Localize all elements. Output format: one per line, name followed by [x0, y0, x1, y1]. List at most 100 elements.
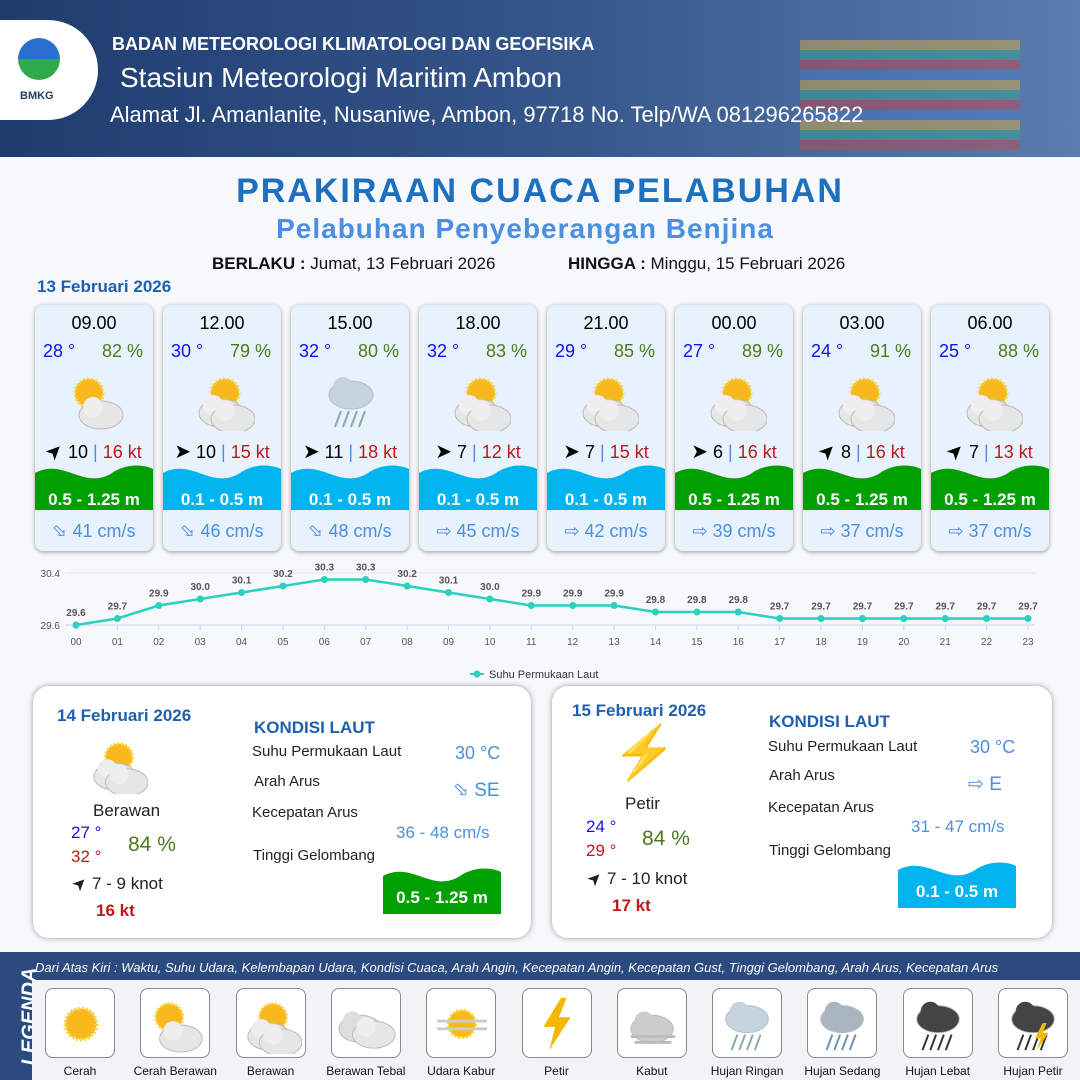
data-label: 29.7 [853, 602, 873, 613]
data-point[interactable] [155, 602, 163, 609]
dir-value: ⇨ E [968, 774, 1002, 795]
hujan-sedang-icon [807, 988, 878, 1058]
data-label: 29.9 [563, 589, 583, 600]
data-point[interactable] [610, 602, 618, 609]
berawan-icon [449, 369, 512, 434]
cerah-berawan-icon [140, 988, 211, 1058]
forecast-card: 15.00 32 ° 80 % ➤ 11 | 18 kt 0.1 - 0.5 m… [291, 305, 409, 551]
wave-shape [931, 465, 1049, 510]
current-info: ⇨ 42 cm/s [564, 521, 648, 541]
data-label: 30.3 [356, 563, 376, 574]
day3-wind: ➤ 7 - 10 knot [583, 866, 688, 891]
current-info: ⇨ 37 cm/s [948, 521, 1032, 541]
data-point[interactable] [858, 615, 866, 622]
berawan-icon [193, 369, 256, 434]
x-tick-label: 19 [857, 637, 869, 648]
x-tick-label: 20 [898, 637, 910, 648]
legend-label: Berawan Tebal [326, 1064, 406, 1078]
legend-label: Berawan [246, 1064, 295, 1078]
data-point[interactable] [1024, 615, 1032, 622]
wave-height: 0.5 - 1.25 m [396, 888, 488, 907]
wind-direction-icon: ➤ [942, 438, 970, 466]
forecast-card: 18.00 32 ° 83 % ➤ 7 | 12 kt 0.1 - 0.5 m … [419, 305, 537, 551]
data-point[interactable] [279, 582, 287, 590]
x-tick-label: 01 [112, 637, 124, 648]
data-point[interactable] [900, 615, 908, 622]
data-label: 29.7 [108, 602, 128, 613]
data-point[interactable] [196, 595, 204, 603]
data-label: 29.7 [811, 602, 831, 613]
data-point[interactable] [693, 608, 701, 616]
x-tick-label: 09 [443, 637, 455, 648]
current-info: ⇨ 41 cm/s [47, 518, 136, 544]
wind-info: ➤ 6 | 16 kt [691, 441, 777, 463]
data-point[interactable] [403, 582, 411, 590]
legend-label: Petir [544, 1064, 569, 1078]
legend-label: Udara Kabur [427, 1064, 496, 1078]
data-point[interactable] [983, 615, 991, 622]
data-point[interactable] [776, 615, 784, 622]
wind-info: ➤ 10 | 15 kt [174, 441, 270, 463]
current-info: ⇨ 39 cm/s [692, 521, 776, 541]
hujan-petir-icon [998, 988, 1068, 1058]
forecast-time: 12.00 [199, 313, 245, 333]
data-point[interactable] [320, 576, 328, 583]
petir-icon [521, 988, 592, 1058]
data-point[interactable] [817, 615, 825, 622]
org-name: BADAN METEOROLOGI KLIMATOLOGI DAN GEOFIS… [112, 34, 595, 54]
wave-height: 0.1 - 0.5 m [915, 882, 999, 901]
wind-info: ➤ 7 | 12 kt [435, 441, 521, 463]
forecast-card: 09.00 28 ° 82 % ➤ 10 | 16 kt 0.5 - 1.25 … [35, 305, 153, 551]
x-tick-label: 10 [484, 637, 496, 648]
data-point[interactable] [527, 602, 535, 609]
data-point[interactable] [238, 589, 246, 596]
wind-info: ➤ 7 | 15 kt [563, 441, 649, 463]
legend-label: Hujan Sedang [804, 1064, 881, 1078]
data-point[interactable] [113, 615, 121, 622]
x-tick-label: 11 [526, 637, 537, 648]
day3-condition: Petir [625, 794, 660, 813]
wind-info: ➤ 11 | 18 kt [302, 441, 398, 463]
data-label: 30.1 [232, 576, 252, 587]
berawan-icon [235, 988, 306, 1058]
forecast-card: 03.00 24 ° 91 % ➤ 8 | 16 kt 0.5 - 1.25 m… [803, 305, 921, 551]
wind-arrow-icon: ➤ [68, 871, 92, 896]
dir-label: Arah Arus [254, 773, 320, 790]
data-point[interactable] [941, 615, 949, 622]
data-point[interactable] [569, 602, 577, 609]
current-direction-icon: ⇨ [820, 521, 836, 541]
data-point[interactable] [651, 608, 659, 616]
valid-from: BERLAKU : Jumat, 13 Februari 2026 [212, 254, 496, 273]
legend-label: Kabut [636, 1064, 668, 1078]
data-label: 29.8 [729, 595, 749, 606]
data-label: 29.7 [1018, 602, 1038, 613]
legend-label: Hujan Petir [1003, 1064, 1063, 1078]
forecast-card: 00.00 27 ° 89 % ➤ 6 | 16 kt 0.5 - 1.25 m… [675, 305, 793, 551]
current-arrow-icon: ⇨ [447, 777, 475, 804]
station-name: Stasiun Meteorologi Maritim Ambon [120, 62, 562, 93]
wind-arrow-icon: ➤ [583, 866, 607, 891]
x-tick-label: 21 [940, 637, 952, 648]
wave-label: Tinggi Gelombang [253, 847, 376, 864]
berawan-icon [961, 369, 1024, 434]
day1-date: 13 Februari 2026 [37, 277, 172, 296]
data-point[interactable] [734, 608, 742, 616]
forecast-time: 06.00 [967, 313, 1013, 333]
data-label: 29.7 [894, 602, 914, 613]
data-point[interactable] [486, 595, 494, 603]
humidity: 82 % [101, 341, 143, 361]
wave-height: 0.5 - 1.25 m [688, 490, 780, 509]
x-tick-label: 17 [774, 637, 786, 648]
x-tick-label: 05 [277, 637, 289, 648]
wave-shape [163, 465, 281, 510]
data-label: 30.3 [315, 563, 335, 574]
legend-label: Cerah Berawan [133, 1064, 217, 1078]
data-point[interactable] [362, 576, 370, 583]
day2-humidity: 84 % [128, 833, 176, 856]
data-label: 29.6 [66, 608, 86, 619]
day3-tmin: 24 ° [586, 817, 617, 836]
data-point[interactable] [72, 621, 80, 629]
sst-line [75, 578, 1028, 627]
wave-height: 0.5 - 1.25 m [944, 490, 1036, 509]
data-point[interactable] [445, 589, 453, 596]
